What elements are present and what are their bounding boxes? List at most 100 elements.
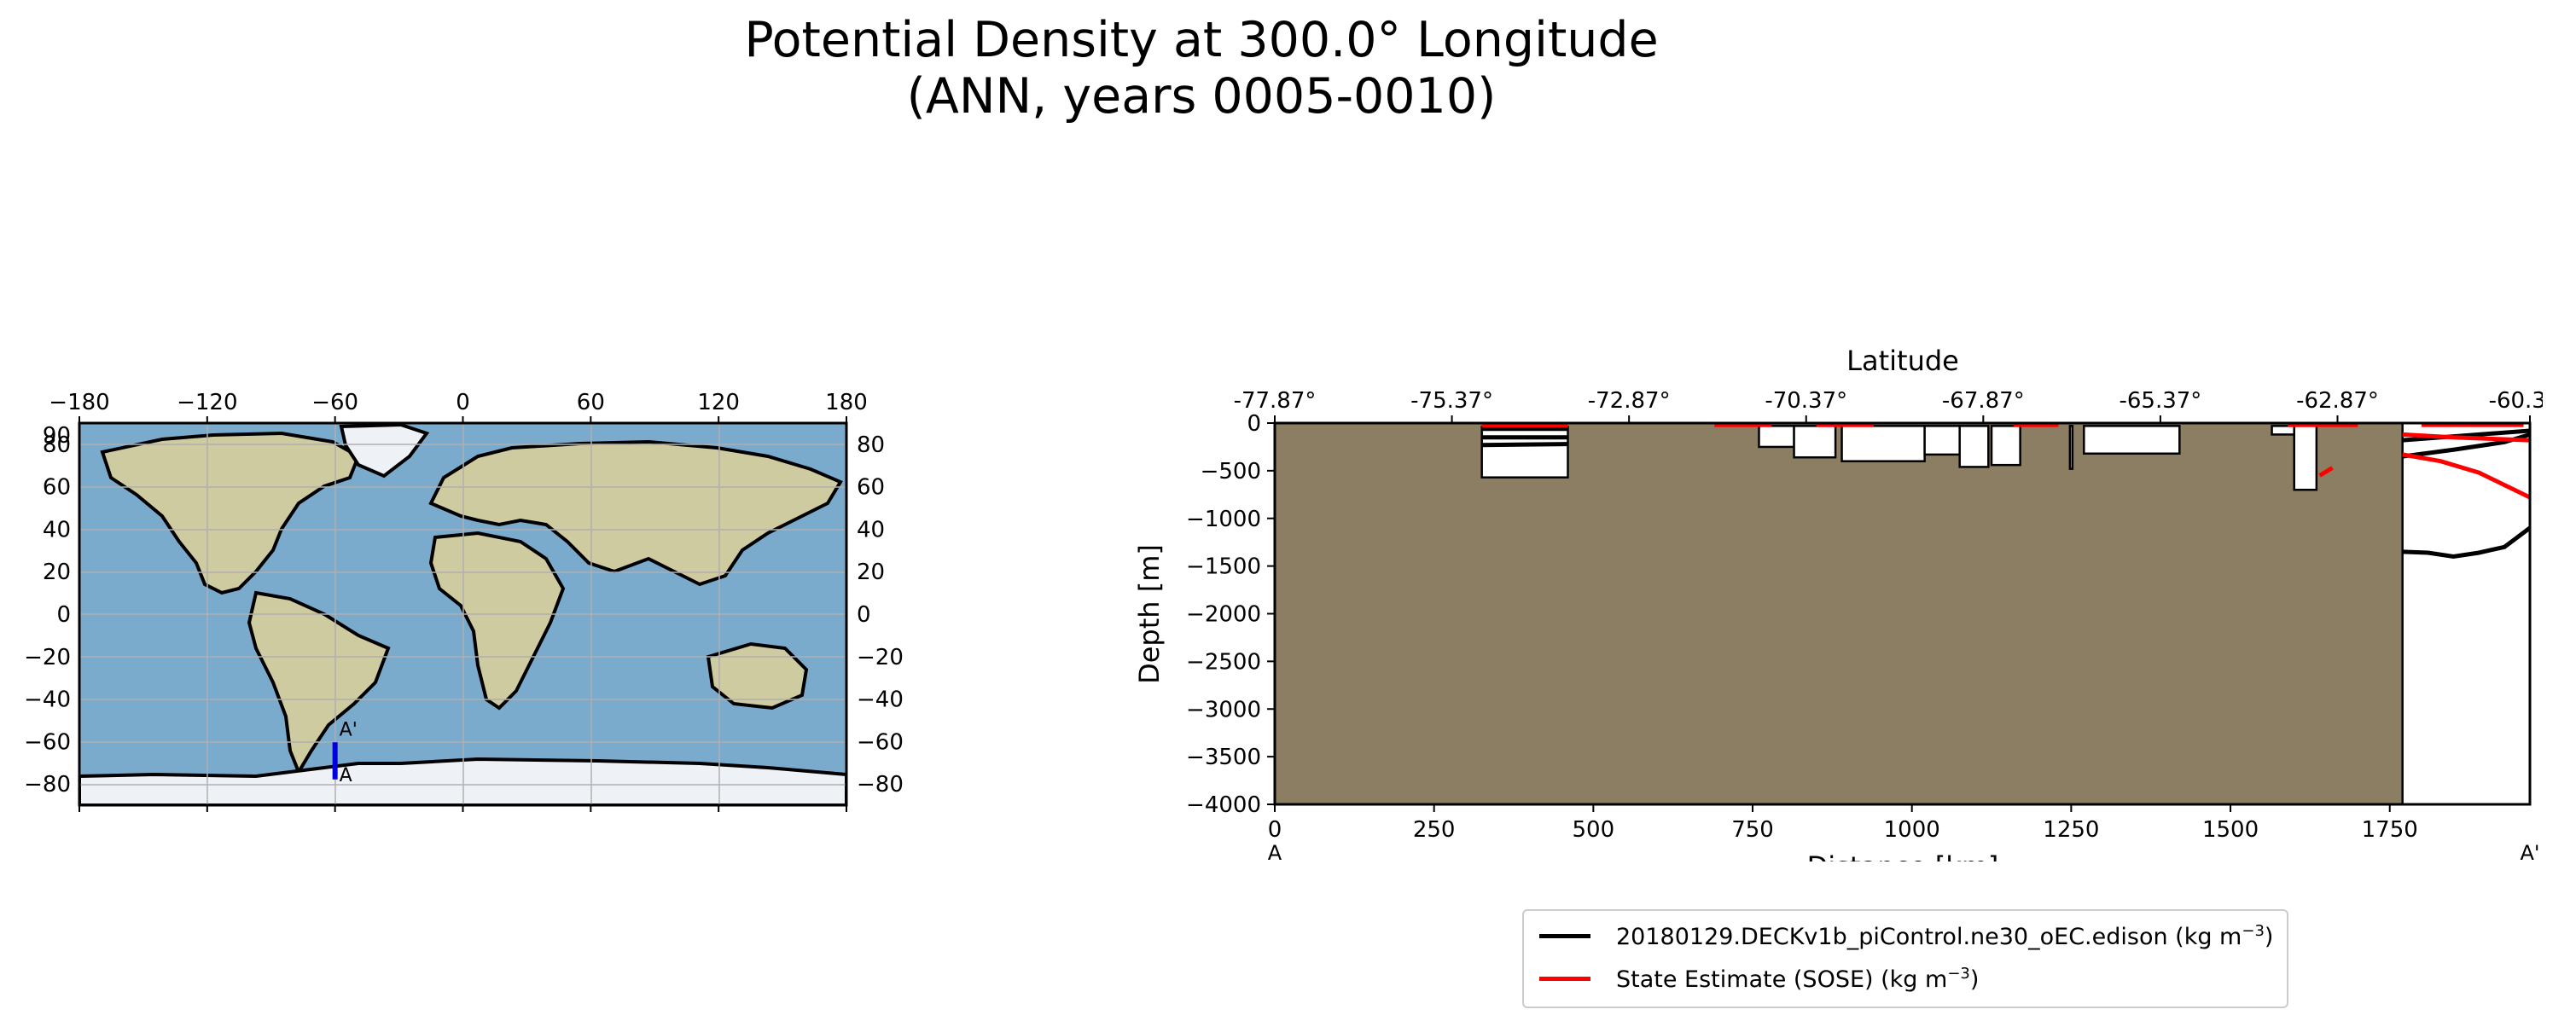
- title-line-2: (ANN, years 0005-0010): [906, 68, 1497, 125]
- legend-entry-sose: State Estimate (SOSE) (kg m−3): [1539, 957, 1979, 1000]
- section-label-a-prime: A': [340, 719, 358, 740]
- x-tick-label: 1500: [2202, 817, 2259, 843]
- ocean-pocket: [2271, 425, 2295, 436]
- ocean-pocket: [2401, 423, 2530, 804]
- contour-label: 1027.5: [2322, 405, 2393, 429]
- model-contour-line: [1481, 442, 1568, 448]
- map-y-ticks-right: 80 60 40 20 0 −20 −40 −60 −80: [857, 432, 904, 798]
- map-x-ticks-bottom: −180 −120 −60 0 60 120 180: [49, 805, 868, 819]
- ocean-pocket: [2068, 425, 2074, 470]
- y-tick-label: −3000: [1186, 697, 1261, 722]
- map-x-ticks-top: −180 −120 −60 0 60 120 180: [49, 390, 868, 423]
- map-x-tick-label-bottom: −60: [311, 816, 358, 819]
- map-y-tick-label-left: 90: [43, 423, 71, 449]
- latitude-tick-label: -70.37°: [1765, 388, 1847, 414]
- ocean-pocket: [2083, 425, 2181, 455]
- map-y-tick-label-right: 40: [857, 517, 885, 542]
- figure-title: Potential Density at 300.0° Longitude (A…: [0, 12, 2403, 125]
- latitude-tick-label: -62.87°: [2296, 388, 2379, 414]
- x-tick-label: 500: [1573, 817, 1615, 843]
- map-x-tick-label-top: −60: [311, 390, 358, 415]
- contour-labels: 1027.5 1027.5 1027.5: [1707, 405, 2394, 429]
- ocean-pocket: [2293, 425, 2318, 491]
- seafloor: [1275, 423, 2530, 804]
- latitude-tick-label: -75.37°: [1410, 388, 1493, 414]
- map-gridlines: [79, 423, 846, 805]
- map-y-tick-label-right: 80: [857, 432, 885, 458]
- end-label-a-prime: A': [2520, 841, 2539, 861]
- section-label-a: A: [340, 765, 352, 786]
- world-map: A A' −180 −120 −60 0 60 120 180 −180 −120 −60 0 60…: [24, 390, 904, 819]
- sose-contour-line: [2402, 432, 2530, 443]
- ocean-pocket: [1990, 425, 2021, 467]
- latitude-tick-label: -72.87°: [1588, 388, 1671, 414]
- model-contour-line: [2402, 428, 2530, 443]
- map-x-tick-label-bottom: −180: [49, 816, 109, 819]
- y-tick-label: −1000: [1186, 507, 1261, 532]
- map-y-tick-label-left: 80: [43, 432, 71, 458]
- map-y-tick-label-left: 0: [56, 602, 71, 628]
- x-tick-label: 1750: [2362, 817, 2418, 843]
- map-y-tick-label-right: 60: [857, 475, 885, 501]
- x-tick-label: 250: [1413, 817, 1456, 843]
- map-x-tick-label-top: 0: [456, 390, 470, 415]
- map-y-tick-label-right: −20: [857, 645, 904, 670]
- map-x-tick-label-bottom: 0: [456, 816, 470, 819]
- ocean-pocket: [1923, 425, 1961, 456]
- latitude-axis-label: Latitude: [1846, 345, 1959, 377]
- y-tick-label: −500: [1201, 459, 1261, 484]
- eurasia: [428, 439, 843, 587]
- map-y-tick-label-left: 20: [43, 560, 71, 585]
- contour-label: 1027.5: [1991, 405, 2062, 429]
- latitude-tick-label: -60.37°: [2489, 388, 2543, 414]
- section-chart: 1027.5 1027.5 1027.5 0 250 500 750 1000 1250 150…: [1133, 345, 2543, 861]
- latitude-tick-label: -67.87°: [1942, 388, 2025, 414]
- greenland: [339, 423, 430, 479]
- contour-label: 1027.5: [1707, 405, 1779, 429]
- contour-lines: [1481, 423, 2530, 559]
- x-axis-ticks: 0 250 500 750 1000 1250 1500 1750: [1268, 804, 2418, 843]
- map-y-tick-label-left: 60: [43, 475, 71, 501]
- legend-label-sose: State Estimate (SOSE) (kg m−3): [1616, 964, 1980, 993]
- sose-contour-line: [2402, 452, 2530, 500]
- map-y-tick-label-right: −40: [857, 687, 904, 713]
- end-label-a: A: [1268, 841, 1282, 861]
- sose-contour-line: [2318, 466, 2334, 478]
- y-tick-label: −1500: [1186, 554, 1261, 580]
- map-x-tick-label-bottom: 60: [577, 816, 605, 819]
- map-y-tick-label-right: −60: [857, 729, 904, 755]
- map-y-tick-label-left: 40: [43, 517, 71, 542]
- x-tick-label: 750: [1731, 817, 1774, 843]
- map-y-tick-label-left: −60: [24, 729, 71, 755]
- y-axis-ticks: 0 −500 −1000 −1500 −2000 −2500 −3000 −3500 −4000: [1186, 411, 1275, 818]
- legend-entry-model: 20180129.DECKv1b_piControl.ne30_oEC.edis…: [1539, 914, 2273, 957]
- map-x-tick-label-bottom: 120: [697, 816, 740, 819]
- latitude-tick-label: -65.37°: [2119, 388, 2201, 414]
- latitude-ticks: -77.87° -75.37° -72.87° -70.37° -67.87° -65.3…: [1234, 388, 2543, 423]
- latitude-tick-label: -77.87°: [1234, 388, 1317, 414]
- map-x-tick-label-top: 120: [697, 390, 740, 415]
- y-tick-label: −2500: [1186, 649, 1261, 675]
- legend-swatch-red: [1539, 976, 1590, 981]
- x-tick-label: 1000: [1884, 817, 1940, 843]
- x-tick-label: 0: [1268, 817, 1282, 843]
- map-y-tick-label-left: −80: [24, 772, 71, 798]
- legend-swatch-black: [1539, 933, 1590, 938]
- ocean-pocket: [1840, 425, 1926, 462]
- ocean-pocket: [1793, 425, 1837, 459]
- ocean-pocket: [1480, 426, 1569, 479]
- y-axis-label: Depth [m]: [1133, 544, 1166, 684]
- map-y-tick-label-left: −20: [24, 645, 71, 670]
- north-america: [100, 431, 361, 595]
- map-x-tick-label-top: −120: [177, 390, 237, 415]
- y-tick-label: −4000: [1186, 792, 1261, 818]
- model-contour-line: [2402, 525, 2530, 559]
- legend-label-model: 20180129.DECKv1b_piControl.ne30_oEC.edis…: [1616, 921, 2274, 950]
- map-y-tick-label-right: −80: [857, 772, 904, 798]
- map-y-tick-label-right: 20: [857, 560, 885, 585]
- title-line-1: Potential Density at 300.0° Longitude: [744, 12, 1659, 68]
- map-y-tick-label-left: −40: [24, 687, 71, 713]
- x-axis-label: Distance [km]: [1807, 850, 1999, 861]
- x-tick-label: 1250: [2043, 817, 2099, 843]
- legend: 20180129.DECKv1b_piControl.ne30_oEC.edis…: [1522, 909, 2288, 1008]
